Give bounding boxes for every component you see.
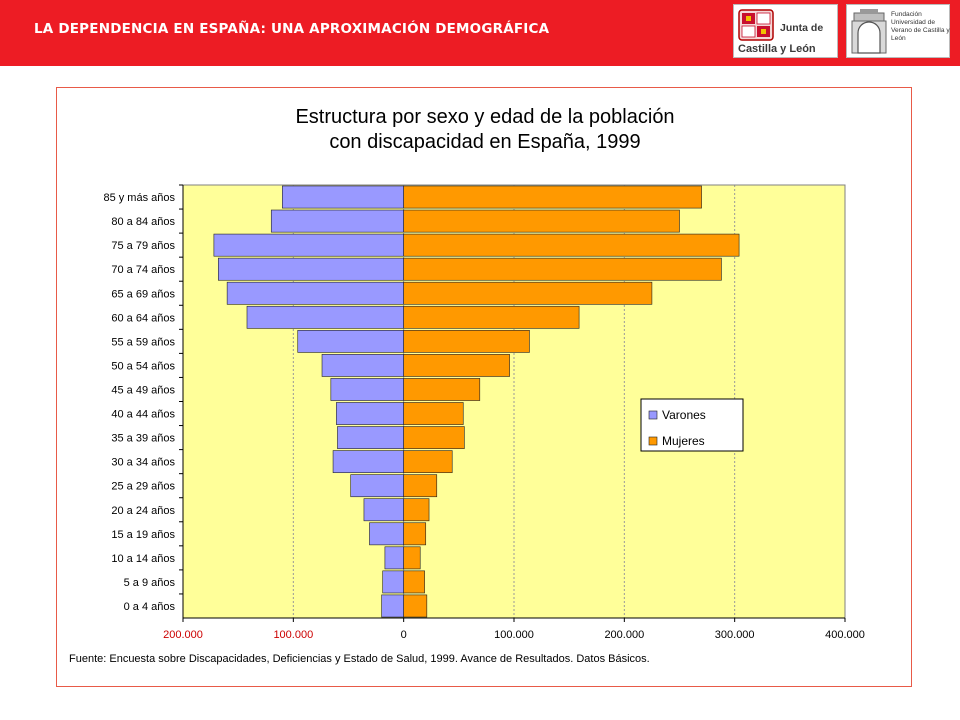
female-bar — [403, 474, 438, 498]
female-bar — [403, 305, 580, 329]
female-bar — [403, 257, 722, 281]
male-bar — [382, 570, 404, 594]
chart-title-line2: con discapacidad en España, 1999 — [329, 131, 641, 153]
legend-box — [640, 398, 744, 452]
male-bar — [337, 426, 404, 449]
x-tick-label: 100.000 — [273, 629, 313, 641]
category-label: 15 a 19 años — [111, 529, 175, 541]
x-tick-labels: 200.000 100.000 0 100.000 200.000 300.000 400.… — [163, 618, 865, 641]
category-label: 65 a 69 años — [111, 288, 175, 300]
population-pyramid-chart: 85 y más años 80 a 84 años 75 a 79 años 70… — [103, 184, 865, 641]
male-bar — [218, 257, 404, 281]
male-bar — [246, 305, 404, 329]
category-label: 45 a 49 años — [111, 384, 175, 396]
fundacion-universidad-logo: Fundación Universidad de Verano de Casti… — [846, 4, 950, 58]
x-tick-label: 0 — [401, 629, 407, 641]
legend-label: Mujeres — [662, 434, 705, 448]
male-bar — [297, 329, 404, 353]
female-bar — [403, 546, 421, 570]
chart-title-line1: Estructura por sexo y edad de la poblaci… — [295, 106, 675, 128]
fundacion-logo-text: Fundación Universidad de Verano de Casti… — [891, 11, 950, 42]
female-bar — [403, 378, 481, 401]
female-bar — [403, 402, 464, 425]
category-label: 0 a 4 años — [124, 601, 176, 613]
female-bar — [403, 594, 428, 618]
category-label: 75 a 79 años — [111, 240, 175, 252]
category-label: 80 a 84 años — [111, 216, 175, 228]
male-bar — [270, 209, 404, 233]
category-label: 70 a 74 años — [111, 264, 175, 276]
male-bar — [350, 474, 404, 498]
coat-of-arms-icon — [738, 9, 774, 41]
legend-label: Varones — [662, 408, 706, 422]
chart-panel: Estructura por sexo y edad de la poblaci… — [56, 87, 912, 687]
female-bar — [403, 233, 740, 257]
male-bar — [330, 378, 404, 401]
male-bar — [336, 402, 404, 425]
category-label: 55 a 59 años — [111, 336, 175, 348]
x-tick-label: 200.000 — [604, 629, 644, 641]
category-label: 30 a 34 años — [111, 457, 175, 469]
category-label: 20 a 24 años — [111, 505, 175, 517]
male-bar — [226, 281, 404, 305]
male-bar — [363, 498, 404, 522]
page-title: LA DEPENDENCIA EN ESPAÑA: UNA APROXIMACI… — [34, 21, 550, 37]
female-bar — [403, 185, 702, 209]
female-bar — [403, 498, 430, 522]
category-label: 35 a 39 años — [111, 433, 175, 445]
female-bar — [403, 209, 680, 233]
female-bar — [403, 570, 425, 594]
category-label: 5 a 9 años — [124, 577, 176, 589]
x-tick-label: 300.000 — [715, 629, 755, 641]
male-bar — [321, 354, 404, 377]
legend: Varones Mujeres — [640, 398, 744, 452]
female-bar — [403, 450, 453, 474]
female-bar — [403, 281, 653, 305]
male-bar — [381, 594, 404, 618]
junta-castilla-leon-logo: Junta de Castilla y León — [733, 4, 838, 58]
female-bar — [403, 329, 530, 353]
legend-swatch — [648, 436, 658, 446]
male-bar — [282, 185, 404, 209]
legend-swatch — [648, 410, 658, 420]
category-label: 60 a 64 años — [111, 312, 175, 324]
category-labels: 85 y más años 80 a 84 años 75 a 79 años 70… — [103, 184, 183, 613]
category-label: 50 a 54 años — [111, 360, 175, 372]
bar-group — [213, 185, 740, 618]
male-bar — [384, 546, 404, 570]
x-tick-label: 400.000 — [825, 629, 865, 641]
arch-building-icon — [851, 9, 887, 54]
x-tick-label: 100.000 — [494, 629, 534, 641]
category-label: 25 a 29 años — [111, 481, 175, 493]
jcyl-logo-line2: Castilla y León — [738, 43, 816, 55]
category-label: 40 a 44 años — [111, 409, 175, 421]
female-bar — [403, 426, 465, 449]
jcyl-logo-line1: Junta de — [780, 22, 824, 34]
female-bar — [403, 354, 510, 377]
x-tick-label: 200.000 — [163, 629, 203, 641]
male-bar — [369, 522, 404, 546]
category-label: 10 a 14 años — [111, 553, 175, 565]
male-bar — [213, 233, 404, 257]
category-label: 85 y más años — [103, 192, 175, 204]
female-bar — [403, 522, 427, 546]
header-bar: LA DEPENDENCIA EN ESPAÑA: UNA APROXIMACI… — [0, 0, 960, 66]
male-bar — [332, 450, 404, 474]
source-note: Fuente: Encuesta sobre Discapacidades, D… — [69, 653, 650, 665]
